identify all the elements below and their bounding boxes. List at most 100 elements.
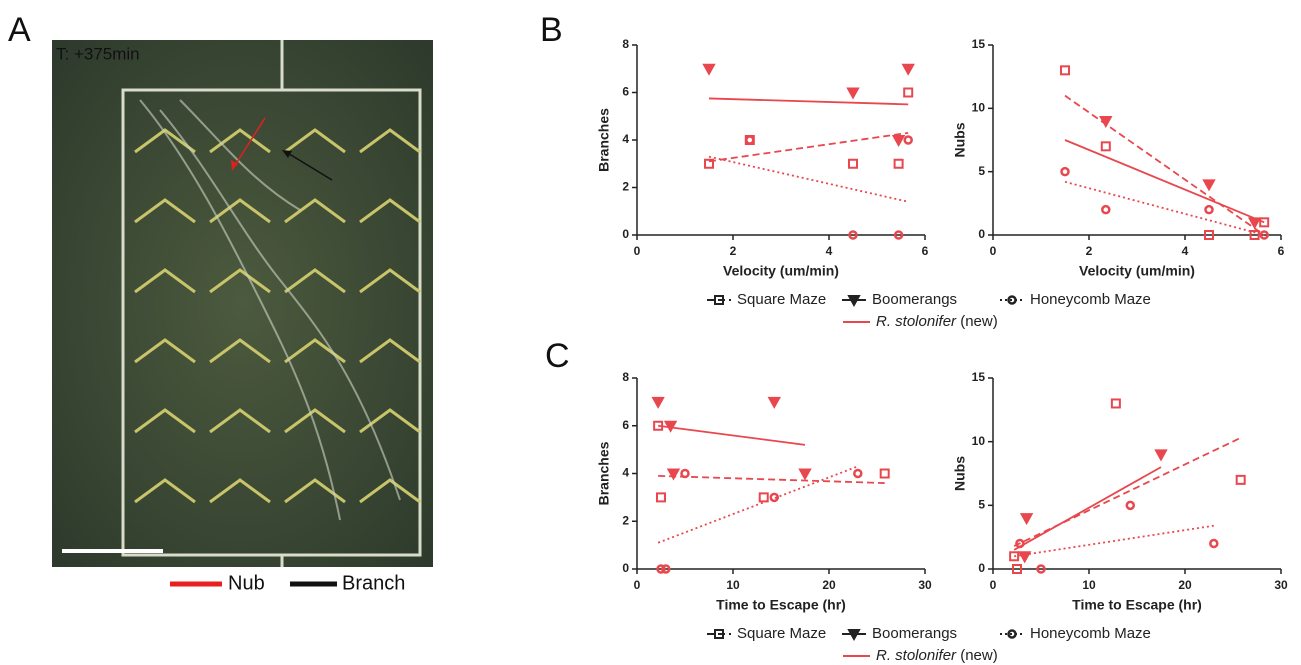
y-tick-label: 8 [622,37,629,51]
y-axis-label: Branches [596,108,612,172]
legend-label: Nub [228,572,265,594]
marker [854,470,861,477]
marker [1061,66,1069,74]
y-tick-label: 0 [978,561,985,575]
figure: A B C T: +375min Nub Branch 0 2 4 6 8 0 2 4 6 Vel… [0,0,1301,665]
timestamp: T: +375min [56,44,140,63]
marker [800,470,810,479]
y-tick-label: 5 [978,498,985,512]
x-tick-label: 6 [1278,244,1285,258]
x-tick-label: 6 [922,244,929,258]
marker [1102,142,1110,150]
marker [903,65,913,74]
marker [894,136,904,145]
x-tick-label: 2 [730,244,737,258]
x-tick-label: 30 [1274,578,1288,592]
fit-line [658,426,805,445]
legend-label: Honeycomb Maze [1030,291,1151,308]
y-axis-label: Nubs [952,456,968,491]
marker [666,422,676,431]
x-axis-label: Velocity (um/min) [1079,263,1195,279]
marker [881,470,889,478]
marker [1156,450,1166,459]
x-tick-label: 20 [1178,578,1192,592]
marker [657,493,665,501]
marker [1250,218,1260,227]
legend-label: R. stolonifer (new) [876,647,998,664]
y-tick-label: 15 [972,37,986,51]
fit-line [1065,140,1264,222]
marker [1237,476,1245,484]
marker [1112,399,1120,407]
marker [904,89,912,97]
marker [653,398,663,407]
x-tick-label: 0 [990,244,997,258]
legend-label: Honeycomb Maze [1030,625,1151,642]
panel-label: C [545,337,570,375]
marker [704,65,714,74]
marker [760,493,768,501]
legend-label: Boomerangs [872,625,957,642]
fit-line [709,133,908,162]
fit-line [709,98,908,104]
legend-species: R. stolonifer [876,647,957,664]
marker [682,470,689,477]
legend-suffix: (new) [960,313,998,330]
y-tick-label: 0 [978,227,985,241]
x-tick-label: 2 [1086,244,1093,258]
x-tick-label: 10 [1082,578,1096,592]
marker [746,137,753,144]
marker [1102,206,1109,213]
y-tick-label: 10 [972,434,986,448]
fit-line [658,466,858,542]
y-tick-label: 15 [972,370,986,384]
x-tick-label: 10 [726,578,740,592]
x-tick-label: 0 [634,578,641,592]
legend-suffix: (new) [960,647,998,664]
marker [1101,117,1111,126]
fit-line [709,157,908,202]
x-tick-label: 4 [826,244,833,258]
legend-label: Square Maze [737,625,826,642]
fit-line [1065,182,1264,235]
marker [848,89,858,98]
legend-species: R. stolonifer [876,313,957,330]
y-tick-label: 0 [622,227,629,241]
x-tick-label: 30 [918,578,932,592]
marker [1206,206,1213,213]
marker [1127,502,1134,509]
y-tick-label: 10 [972,101,986,115]
marker [1210,540,1217,547]
legend-label: Branch [342,572,405,594]
panel-label: B [540,11,563,49]
y-tick-label: 5 [978,164,985,178]
marker [895,160,903,168]
y-tick-label: 0 [622,561,629,575]
fit-line [1014,526,1214,557]
y-tick-label: 2 [622,513,629,527]
legend-label: Square Maze [737,291,826,308]
y-tick-label: 6 [622,418,629,432]
y-axis-label: Branches [596,441,612,505]
image-background [52,40,433,567]
x-axis-label: Time to Escape (hr) [716,597,846,613]
marker [1022,514,1032,523]
fit-line [658,476,885,483]
x-tick-label: 0 [990,578,997,592]
legend-marker [849,630,859,639]
marker [849,160,857,168]
x-tick-label: 0 [634,244,641,258]
micrograph: T: +375min [52,40,433,567]
marker [771,494,778,501]
fit-line [1065,96,1264,235]
marker [769,398,779,407]
x-tick-label: 20 [822,578,836,592]
panel-label: A [8,11,31,49]
marker [1062,168,1069,175]
x-tick-label: 4 [1182,244,1189,258]
legend-marker [849,296,859,305]
legend-label: Boomerangs [872,291,957,308]
y-tick-label: 8 [622,370,629,384]
y-tick-label: 4 [622,132,629,146]
x-axis-label: Time to Escape (hr) [1072,597,1202,613]
